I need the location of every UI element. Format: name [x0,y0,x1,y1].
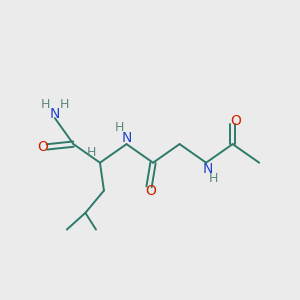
Text: H: H [41,98,50,111]
Text: O: O [230,114,241,128]
Text: N: N [202,162,213,176]
Text: O: O [37,140,48,154]
Text: H: H [60,98,69,111]
Text: H: H [209,172,218,185]
Text: O: O [145,184,156,198]
Text: N: N [50,107,60,121]
Text: H: H [115,122,124,134]
Text: H: H [86,146,96,159]
Text: N: N [121,131,132,145]
